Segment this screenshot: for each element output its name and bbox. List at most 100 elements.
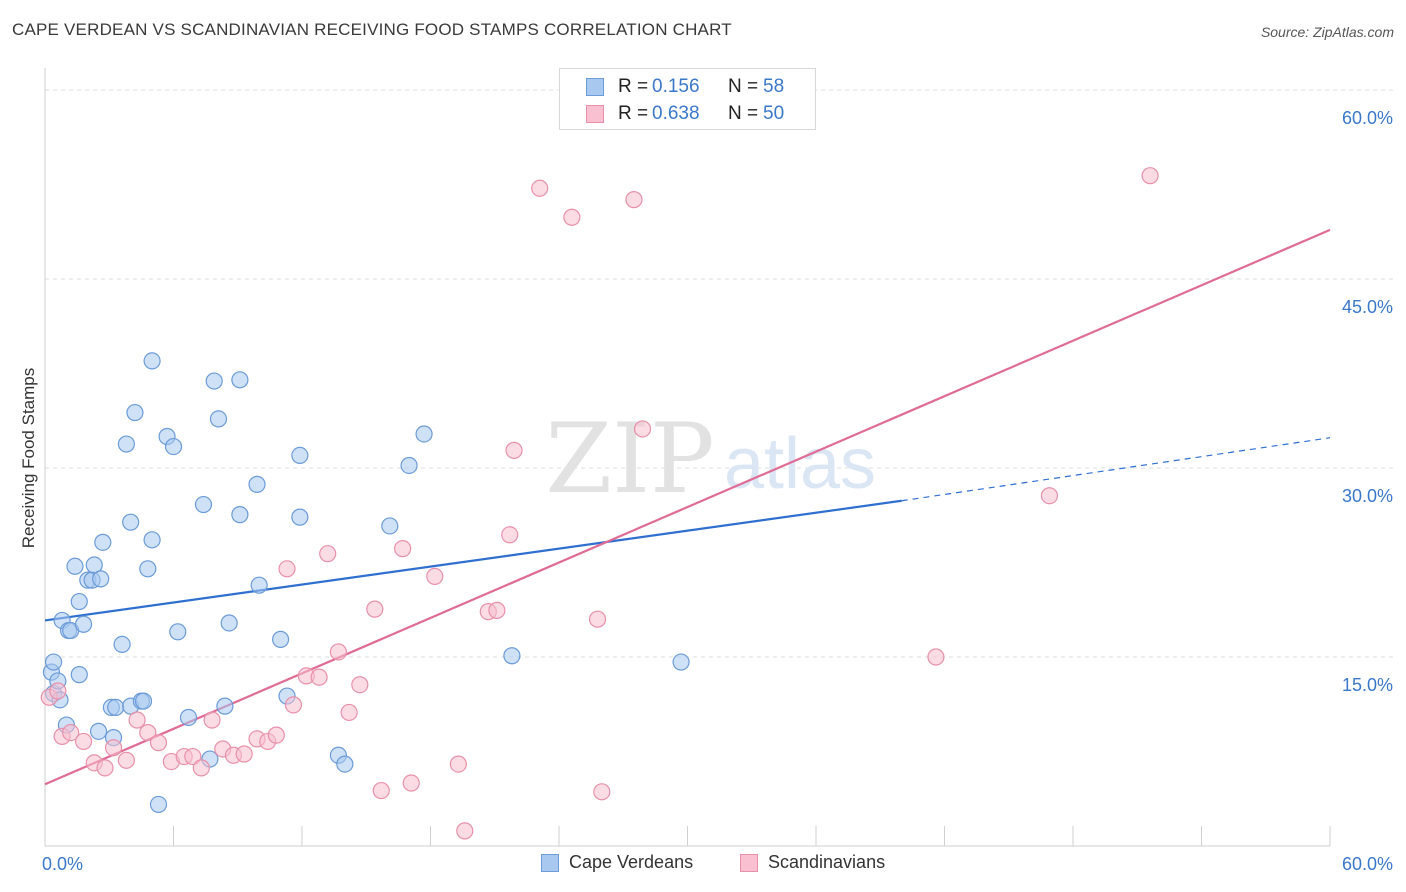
scandinavian-point [563, 208, 581, 226]
scandinavian-point [96, 759, 114, 777]
scandinavian-point [1040, 487, 1059, 505]
scandinavian-point [633, 420, 652, 438]
scandinavian-point [235, 745, 253, 763]
cape-verdean-point [209, 410, 228, 428]
scandinavian-point [340, 703, 358, 722]
points-layer [40, 167, 1159, 840]
scandinavian-point [366, 600, 384, 618]
cape-verdean-trendline [44, 499, 902, 622]
scandinavian-point [426, 567, 444, 585]
scandinavian-point [284, 696, 303, 714]
y-tick-label: 30.0% [1342, 486, 1393, 506]
legend-r-value: 0.638 [652, 103, 700, 124]
cape-verdean-point [70, 666, 88, 684]
legend-n-label: N = [728, 76, 759, 97]
cape-verdean-point [231, 371, 249, 389]
scandinavian-point [1141, 167, 1159, 185]
axis-layer [44, 68, 1331, 847]
scandinavian-point [203, 711, 221, 729]
cape-verdean-point [139, 560, 157, 578]
scandinavian-point [184, 747, 202, 766]
cape-verdean-point [85, 556, 103, 574]
cape-verdean-point [169, 623, 187, 641]
scandinavian-point [588, 610, 607, 628]
cape-verdean-point [231, 506, 249, 524]
cape-verdean-point [92, 570, 110, 588]
scandinavian-point [449, 755, 467, 773]
scandinavian-point [139, 723, 157, 742]
cape-verdean-point [216, 697, 234, 715]
scandinavian-point [49, 682, 67, 700]
cape-verdean-point [122, 513, 140, 531]
scandinavian-point [456, 822, 474, 840]
scandinavian-point [192, 759, 210, 777]
scandinavian-point [278, 560, 296, 578]
legend-swatch-scandinavians [740, 853, 758, 872]
cape-verdean-point [89, 722, 108, 740]
cape-verdean-point [415, 425, 433, 443]
legend-swatch-scandinavians [586, 105, 604, 123]
scandinavian-point [104, 739, 123, 757]
legend-r-value: 0.156 [652, 76, 700, 97]
scandinavian-point [62, 723, 80, 742]
scandinavian-point [593, 783, 611, 801]
cape-verdean-point [149, 795, 168, 814]
cape-verdean-point [194, 495, 213, 514]
cape-verdean-point [164, 437, 183, 456]
cape-verdean-point [117, 435, 135, 453]
legend-item-cape-verdeans: Cape Verdeans [541, 852, 693, 873]
y-tick-label: 45.0% [1342, 297, 1393, 317]
legend-swatch-cape-verdeans [541, 853, 559, 872]
scandinavian-point [394, 540, 412, 558]
legend-n-value: 50 [763, 103, 785, 124]
cape-verdean-point [250, 576, 268, 594]
cape-verdean-point [205, 372, 223, 390]
cape-verdean-point [107, 698, 125, 717]
cape-verdean-point [672, 653, 690, 671]
legend-label-cape-verdeans: Cape Verdeans [569, 852, 694, 872]
scandinavian-point [402, 774, 420, 792]
cape-verdean-point [503, 647, 521, 665]
x-tick-label: 0.0% [42, 854, 83, 874]
scandinavian-point [310, 668, 328, 686]
cape-verdean-point [44, 653, 63, 671]
watermark-zip: ZIP [545, 403, 714, 515]
scandinavian-trendline [44, 228, 1331, 786]
scandinavian-point [149, 734, 168, 752]
grid-layer [45, 89, 1395, 658]
legend-n-label: N = [728, 103, 759, 124]
labels-layer: 15.0% 30.0% 45.0% 60.0% 0.0% 60.0% Receiving F… [19, 108, 1393, 874]
cape-verdean-point [220, 614, 238, 632]
series-legend: Cape Verdeans Scandinavians [0, 852, 1406, 876]
scandinavian-point [351, 676, 369, 694]
cape-verdean-point [381, 517, 399, 535]
scandinavian-point [488, 601, 506, 619]
cape-verdean-point [400, 456, 418, 475]
scandinavian-point [372, 781, 390, 800]
cape-verdean-point [70, 592, 88, 611]
y-tick-label: 15.0% [1342, 675, 1393, 695]
legend-label-scandinavians: Scandinavians [768, 852, 886, 872]
scandinavian-point [531, 179, 549, 197]
scandinavian-point [501, 526, 519, 544]
cape-verdean-point [126, 403, 144, 422]
cape-verdean-point [179, 708, 198, 727]
correlation-legend: R = 0.156 N = 58 R = 0.638 N = 50 [559, 68, 816, 130]
chart-title: CAPE VERDEAN VS SCANDINAVIAN RECEIVING F… [12, 20, 732, 39]
y-tick-label: 60.0% [1342, 108, 1393, 128]
cape-verdean-point [143, 352, 161, 370]
cape-verdean-point [336, 755, 354, 773]
x-tick-label: 60.0% [1342, 854, 1393, 874]
source-label: Source: ZipAtlas.com [1260, 24, 1394, 40]
scandinavian-point [625, 191, 643, 209]
scandinavian-point [128, 711, 146, 729]
scandinavian-point [267, 726, 285, 744]
legend-n-value: 58 [763, 76, 785, 97]
cape-verdean-point [143, 531, 161, 549]
legend-item-scandinavians: Scandinavians [740, 852, 885, 873]
cape-verdean-point [113, 635, 131, 654]
scandinavian-point [319, 545, 337, 563]
cape-verdean-point [94, 533, 112, 551]
cape-verdean-point [248, 475, 266, 493]
cape-verdean-point [74, 615, 93, 633]
